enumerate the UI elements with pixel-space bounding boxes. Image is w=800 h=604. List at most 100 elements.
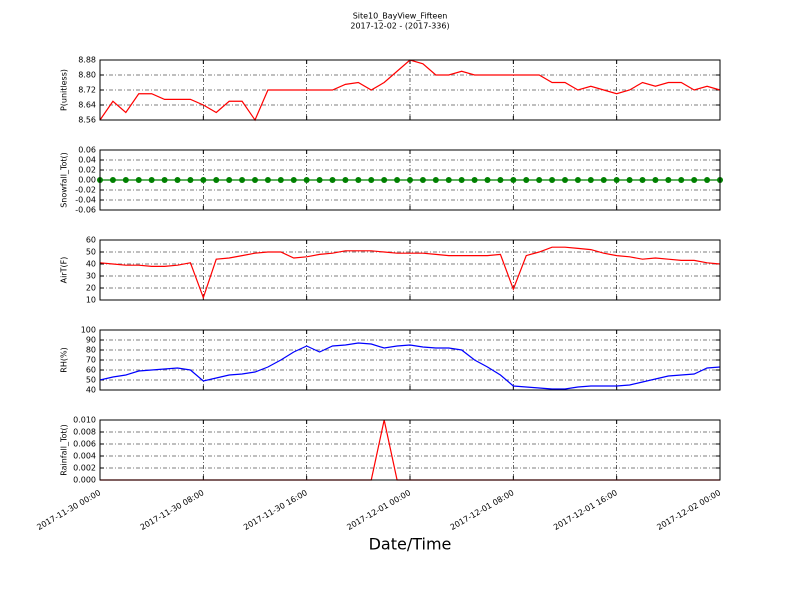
plot-frame (99, 419, 721, 481)
data-point (290, 177, 297, 183)
y-tick-label: -0.06 (75, 206, 96, 215)
plot-frame (99, 239, 721, 301)
data-point (226, 177, 233, 183)
data-point (600, 177, 607, 183)
data-point (213, 177, 220, 183)
y-tick-label: 50 (86, 376, 96, 385)
data-point (639, 177, 646, 183)
data-point (652, 177, 659, 183)
x-tick-label: 2017-12-01 08:00 (449, 488, 516, 532)
data-point (510, 177, 517, 183)
y-tick-label: 0.010 (73, 416, 96, 425)
data-point (381, 177, 388, 183)
x-tick-label: 2017-12-01 00:00 (345, 488, 412, 532)
chart-subtitle: 2017-12-02 - (2017-336) (350, 22, 449, 31)
data-point (678, 177, 685, 183)
data-point (329, 177, 336, 183)
x-tick-label: 2017-11-30 16:00 (242, 488, 309, 532)
y-tick-label: 50 (86, 248, 96, 257)
y-tick-label: -0.04 (75, 196, 96, 205)
y-tick-label: 70 (86, 356, 96, 365)
y-tick-label: 0.04 (78, 156, 96, 165)
y-tick-label: 8.64 (78, 101, 96, 110)
data-point (484, 177, 491, 183)
x-tick-label: 2017-12-01 16:00 (552, 488, 619, 532)
chart-title: Site10_BayView_Fifteen (353, 12, 448, 21)
y-tick-label: 90 (86, 336, 96, 345)
y-axis-label: Snowfall_Tot() (60, 152, 69, 208)
data-point (316, 177, 323, 183)
data-point (239, 177, 246, 183)
data-point (562, 177, 568, 183)
data-point (587, 177, 594, 183)
data-point (187, 177, 194, 183)
y-tick-label: 0.06 (78, 146, 96, 155)
data-line (99, 342, 721, 390)
y-tick-label: -0.02 (75, 186, 96, 195)
y-tick-label: 0.002 (73, 464, 96, 473)
data-point (148, 177, 155, 183)
y-tick-label: 0.00 (78, 176, 96, 185)
data-point (368, 177, 375, 183)
plot-frame (99, 329, 721, 391)
data-point (109, 177, 116, 183)
data-point (536, 177, 543, 183)
data-point (407, 177, 413, 183)
data-line (99, 246, 721, 300)
data-point (264, 177, 271, 183)
y-axis-label: AirT(F) (60, 257, 69, 284)
data-point (613, 177, 620, 183)
data-point (445, 177, 452, 183)
data-point (135, 177, 142, 183)
data-point (523, 177, 530, 183)
data-point (574, 177, 581, 183)
y-tick-label: 0.02 (78, 166, 96, 175)
y-tick-label: 8.80 (78, 71, 96, 80)
y-tick-label: 20 (86, 284, 96, 293)
data-point (458, 177, 465, 183)
y-tick-label: 8.88 (78, 56, 96, 65)
x-tick-label: 2017-11-30 00:00 (35, 488, 102, 532)
data-point (342, 177, 349, 183)
y-tick-label: 8.72 (78, 86, 96, 95)
data-point (277, 177, 284, 183)
data-point (432, 177, 439, 183)
x-axis-label: Date/Time (369, 535, 452, 554)
y-tick-label: 30 (86, 272, 96, 281)
data-point (252, 177, 258, 183)
data-point (626, 177, 633, 183)
data-point (419, 177, 426, 183)
plot-frame (99, 149, 721, 211)
y-tick-label: 40 (86, 386, 96, 395)
y-axis-label: RH(%) (60, 347, 69, 372)
y-axis-label: Rainfall_Tot() (60, 424, 69, 476)
y-tick-label: 0.000 (73, 476, 96, 485)
data-point (355, 177, 362, 183)
x-tick-label: 2017-11-30 08:00 (139, 488, 206, 532)
y-tick-label: 0.004 (73, 452, 96, 461)
y-tick-label: 60 (86, 236, 96, 245)
data-point (174, 177, 181, 183)
data-point (471, 177, 478, 183)
y-axis-label: P(unitless) (60, 69, 69, 111)
data-point (665, 177, 672, 183)
x-tick-label: 2017-12-02 00:00 (655, 488, 722, 532)
data-point (497, 177, 504, 183)
y-tick-label: 80 (86, 346, 96, 355)
y-tick-label: 8.56 (78, 116, 96, 125)
data-point (549, 177, 556, 183)
data-point (394, 177, 401, 183)
data-point (200, 177, 207, 183)
y-tick-label: 0.006 (73, 440, 96, 449)
y-tick-label: 0.008 (73, 428, 96, 437)
y-tick-label: 10 (86, 296, 96, 305)
y-tick-label: 40 (86, 260, 96, 269)
data-point (122, 177, 129, 183)
data-point (161, 177, 168, 183)
data-point (704, 177, 711, 183)
y-tick-label: 60 (86, 366, 96, 375)
data-point (691, 177, 698, 183)
y-tick-label: 100 (81, 326, 96, 335)
